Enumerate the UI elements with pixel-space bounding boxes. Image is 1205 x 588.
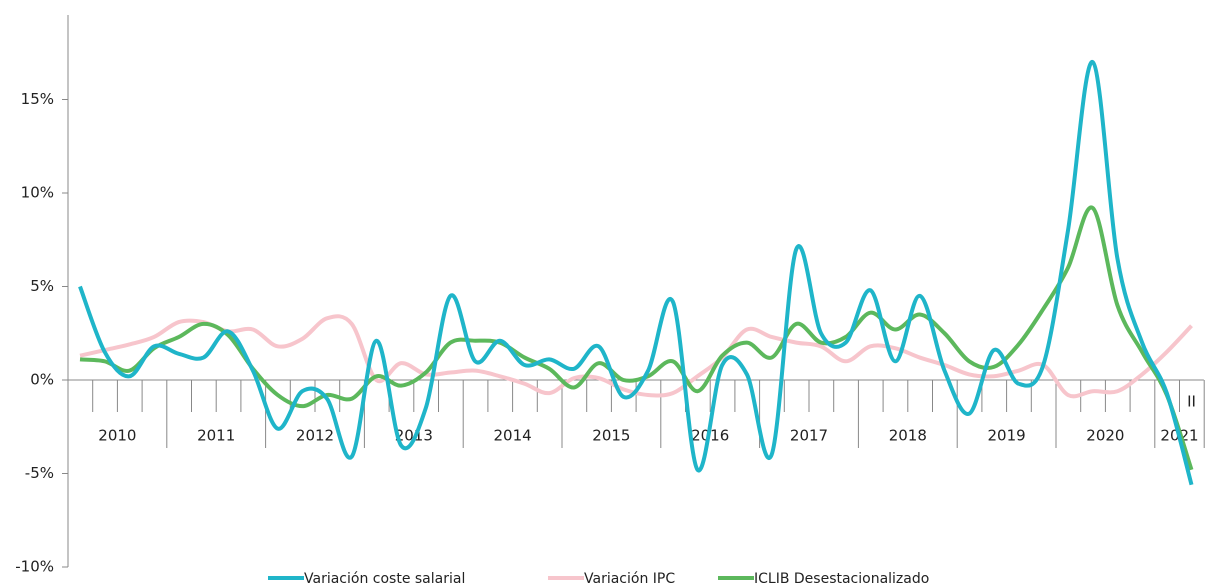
legend-label: ICLIB Desestacionalizado xyxy=(754,571,929,587)
y-tick-label: 5% xyxy=(30,277,54,295)
year-label: 2010 xyxy=(98,427,136,445)
year-label: 2014 xyxy=(494,427,532,445)
y-tick-label: 0% xyxy=(30,371,54,389)
series-line xyxy=(78,60,1194,486)
year-label: 2018 xyxy=(889,427,927,445)
year-label: 2012 xyxy=(296,427,334,445)
year-label: 2011 xyxy=(197,427,235,445)
y-tick-label: 10% xyxy=(21,184,54,202)
year-label: 2015 xyxy=(592,427,630,445)
legend-label: Variación IPC xyxy=(584,571,675,587)
legend-label: Variación coste salarial xyxy=(304,571,465,587)
y-tick-label: -5% xyxy=(25,464,54,482)
y-tick-label: 15% xyxy=(21,90,54,108)
x-tick-label: II xyxy=(1187,393,1196,411)
year-label: 2017 xyxy=(790,427,828,445)
year-label: 2020 xyxy=(1086,427,1124,445)
year-label: 2019 xyxy=(988,427,1026,445)
y-tick-label: -10% xyxy=(15,558,54,576)
